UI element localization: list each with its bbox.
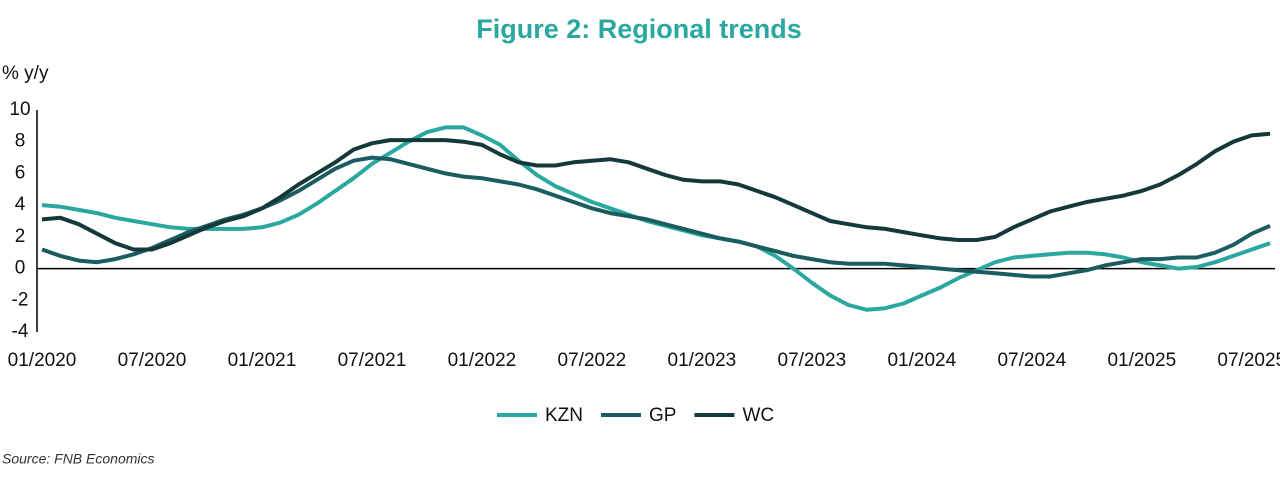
x-tick-label: 07/2022 [558,350,627,371]
y-axis-label: % y/y [2,63,49,84]
y-tick-label: 8 [15,131,26,152]
y-tick-label: -2 [12,289,29,310]
y-tick-label: 4 [15,194,26,215]
x-tick-label: 01/2021 [228,350,297,371]
legend-label: KZN [545,405,583,426]
legend-label: WC [742,405,774,426]
legend-label: GP [649,405,676,426]
y-tick-label: -4 [12,321,29,342]
x-tick-label: 07/2023 [778,350,847,371]
x-tick-label: 01/2023 [668,350,737,371]
series-line [41,131,1271,252]
x-tick-label: 07/2025 [1217,350,1280,371]
y-tick-label: 6 [15,162,26,183]
y-tick-label: 0 [15,258,26,279]
chart-title: Figure 2: Regional trends [476,14,802,44]
x-tick-label: 01/2022 [448,350,517,371]
x-tick-label: 07/2021 [338,350,407,371]
series-line [41,155,1271,279]
x-tick-label: 07/2024 [997,350,1066,371]
source: Source: FNB Economics [2,451,155,467]
x-tick-label: 01/2020 [8,350,77,371]
x-tick-label: 01/2025 [1107,350,1176,371]
x-tick-label: 07/2020 [118,350,187,371]
y-tick-label: 10 [9,99,30,120]
x-tick-label: 01/2024 [887,350,956,371]
y-tick-label: 2 [15,226,26,247]
